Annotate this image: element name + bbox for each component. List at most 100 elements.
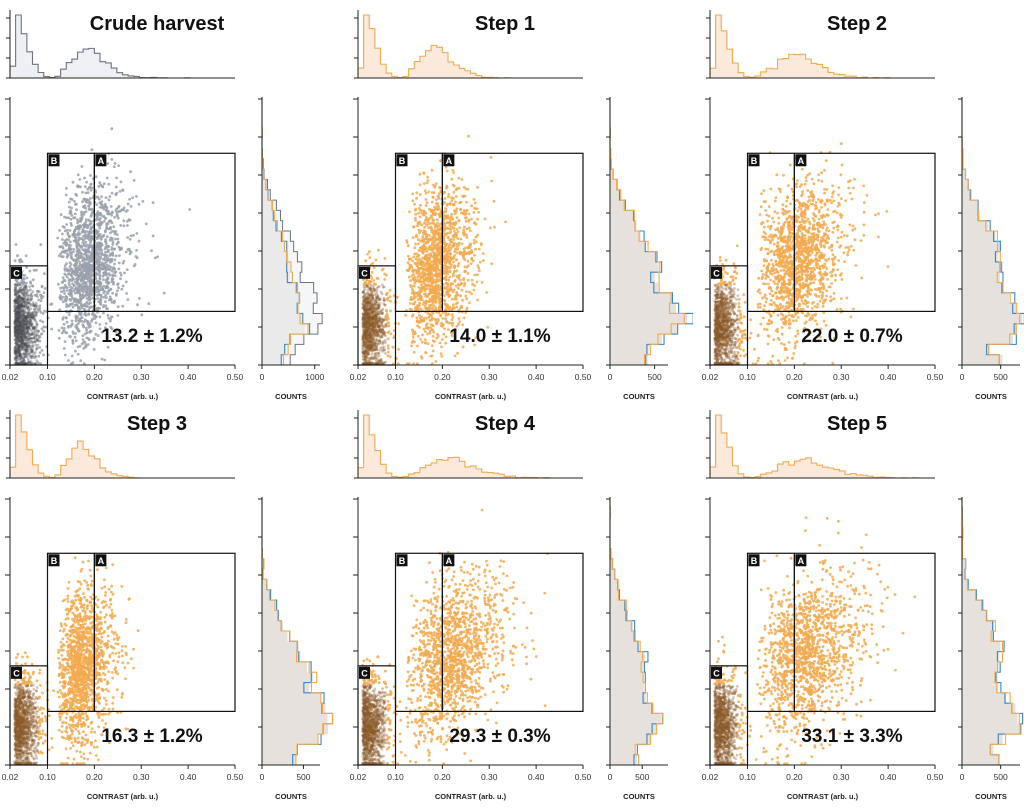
data-point (65, 262, 68, 265)
data-point (23, 291, 27, 295)
data-point (24, 316, 28, 320)
data-point (424, 191, 428, 195)
data-point (70, 214, 74, 217)
gate-b (46, 152, 95, 312)
data-point (24, 294, 27, 298)
data-point (368, 287, 372, 291)
data-point (99, 183, 103, 187)
data-point (365, 336, 368, 339)
data-point (381, 312, 384, 315)
data-point (36, 329, 40, 333)
data-point (22, 300, 26, 304)
data-point (24, 343, 27, 346)
data-point (365, 329, 368, 333)
data-point (102, 182, 106, 186)
data-point (63, 272, 67, 276)
data-point (26, 315, 30, 319)
data-point (365, 317, 369, 321)
data-point (23, 354, 27, 358)
data-point (439, 212, 443, 216)
data-point (17, 327, 21, 331)
data-point (17, 304, 21, 307)
data-point (17, 347, 20, 351)
data-point (110, 127, 114, 131)
data-point (19, 300, 22, 303)
data-point (18, 339, 22, 342)
data-point (381, 326, 385, 330)
data-point (88, 245, 92, 249)
data-point (452, 274, 455, 278)
data-point (445, 320, 448, 324)
data-point (418, 280, 422, 284)
data-point (70, 319, 74, 323)
data-point (366, 307, 370, 311)
data-point (383, 325, 387, 328)
data-point (457, 186, 461, 190)
data-point (74, 339, 78, 343)
data-point (366, 329, 369, 333)
data-point (452, 260, 455, 264)
data-point (364, 312, 367, 315)
data-point (368, 314, 372, 317)
data-point (378, 326, 381, 330)
data-point (92, 338, 96, 341)
data-point (26, 323, 30, 327)
data-point (374, 296, 378, 299)
data-point (70, 362, 73, 366)
data-point (412, 292, 416, 295)
data-point (67, 216, 70, 220)
data-point (362, 322, 366, 326)
data-point (366, 317, 370, 321)
data-point (104, 322, 108, 325)
data-point (375, 322, 378, 326)
data-point (15, 331, 19, 335)
data-point (377, 359, 381, 363)
data-point (110, 246, 114, 249)
data-point (363, 321, 367, 325)
data-point (114, 193, 118, 197)
data-point (384, 324, 388, 328)
data-point (24, 254, 28, 258)
data-point (449, 252, 452, 256)
data-point (30, 333, 33, 336)
data-point (81, 263, 84, 267)
data-point (19, 297, 23, 301)
data-point (450, 334, 454, 338)
data-point (14, 337, 18, 341)
data-point (369, 356, 373, 360)
data-point (429, 226, 433, 230)
data-point (472, 241, 476, 245)
data-point (98, 274, 102, 278)
data-point (73, 291, 77, 295)
data-point (366, 339, 369, 343)
data-point (363, 321, 367, 325)
data-point (370, 334, 374, 337)
data-point (371, 289, 375, 293)
data-point (88, 237, 92, 241)
data-point (20, 337, 23, 341)
data-point (366, 356, 370, 360)
data-point (407, 275, 411, 279)
data-point (27, 322, 31, 325)
gate-label-bg (48, 154, 60, 167)
data-point (18, 326, 22, 330)
data-point (361, 318, 365, 322)
data-point (15, 316, 18, 320)
data-point (368, 294, 372, 298)
data-point (88, 201, 91, 205)
data-point (372, 331, 376, 335)
data-point (18, 353, 22, 356)
data-point (371, 337, 375, 341)
data-point (365, 303, 369, 307)
data-point (15, 320, 18, 323)
data-point (367, 325, 371, 329)
data-point (363, 299, 366, 302)
data-point (77, 231, 80, 234)
data-point (73, 335, 77, 339)
data-point (13, 286, 17, 290)
data-point (23, 322, 26, 326)
data-point (50, 327, 53, 331)
data-point (20, 332, 23, 335)
data-point (117, 245, 121, 249)
data-point (369, 314, 373, 318)
